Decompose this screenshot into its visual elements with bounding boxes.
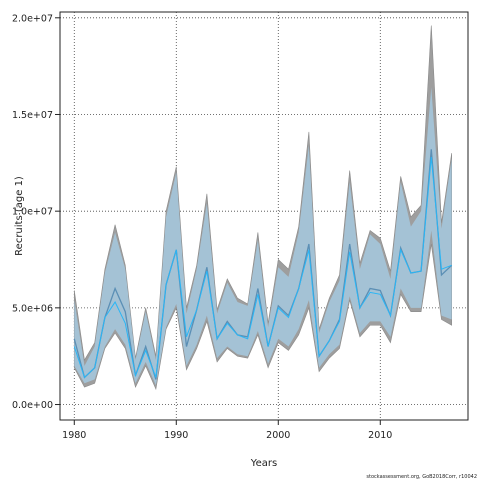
x-tick-label: 2010 [368, 430, 392, 441]
inner-interval-band [74, 87, 452, 386]
y-axis-title: Recruits (age 1) [14, 176, 25, 256]
credit-text: stockassessment.org, GoB2018Corr, r10042 [366, 474, 477, 480]
x-tick-label: 2000 [266, 430, 290, 441]
x-axis-ticks: 1980 1990 2000 2010 [62, 420, 392, 441]
interval-bands [73, 25, 452, 391]
y-tick-label: 0.0e+00 [12, 400, 53, 411]
x-axis-title: Years [250, 458, 277, 469]
x-tick-label: 1980 [62, 430, 86, 441]
y-axis-ticks: 0.0e+00 5.0e+06 1.0e+07 1.5e+07 2.0e+07 [12, 13, 60, 411]
plot-area-frame [59, 11, 469, 421]
x-tick-label: 1990 [164, 430, 188, 441]
y-tick-label: 1.0e+07 [12, 207, 53, 218]
alternate-estimate-line [73, 156, 452, 379]
y-tick-label: 2.0e+07 [12, 13, 53, 24]
y-tick-label: 1.5e+07 [12, 110, 53, 121]
estimate-lines [73, 149, 453, 380]
y-tick-label: 5.0e+06 [12, 303, 53, 314]
